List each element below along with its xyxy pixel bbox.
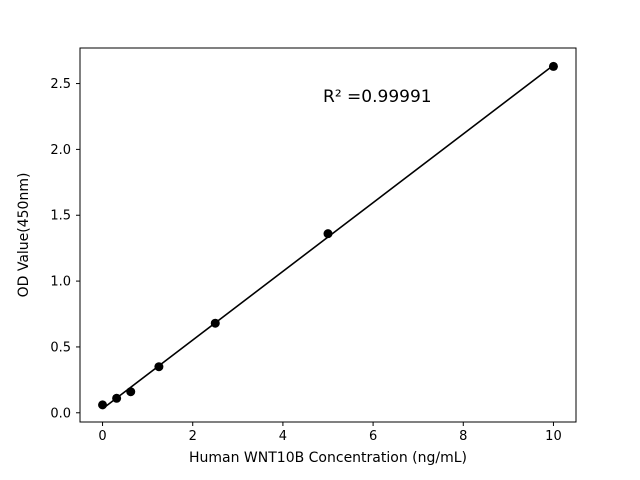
x-tick-label: 0 — [98, 429, 106, 444]
data-point — [323, 229, 333, 239]
x-tick-label: 2 — [189, 429, 197, 444]
data-point — [154, 362, 164, 372]
y-tick-label: 1.0 — [50, 275, 71, 290]
x-tick-label: 4 — [279, 429, 287, 444]
annotation-r-squared: R² =0.99991 — [323, 87, 432, 107]
x-axis-label: Human WNT10B Concentration (ng/mL) — [189, 450, 467, 466]
data-point — [112, 393, 122, 403]
x-tick-label: 10 — [545, 429, 562, 444]
y-tick-label: 0.0 — [50, 406, 71, 421]
data-point — [210, 318, 220, 328]
data-point — [126, 387, 136, 397]
x-tick-label: 6 — [369, 429, 377, 444]
y-tick-label: 2.5 — [50, 77, 71, 92]
data-point — [98, 400, 108, 410]
data-point — [548, 61, 558, 71]
y-axis-label: OD Value(450nm) — [16, 173, 32, 298]
y-tick-label: 0.5 — [50, 340, 71, 355]
y-tick-label: 2.0 — [50, 143, 71, 158]
y-tick-label: 1.5 — [50, 209, 71, 224]
x-tick-label: 8 — [459, 429, 467, 444]
plot-spines — [79, 47, 577, 423]
